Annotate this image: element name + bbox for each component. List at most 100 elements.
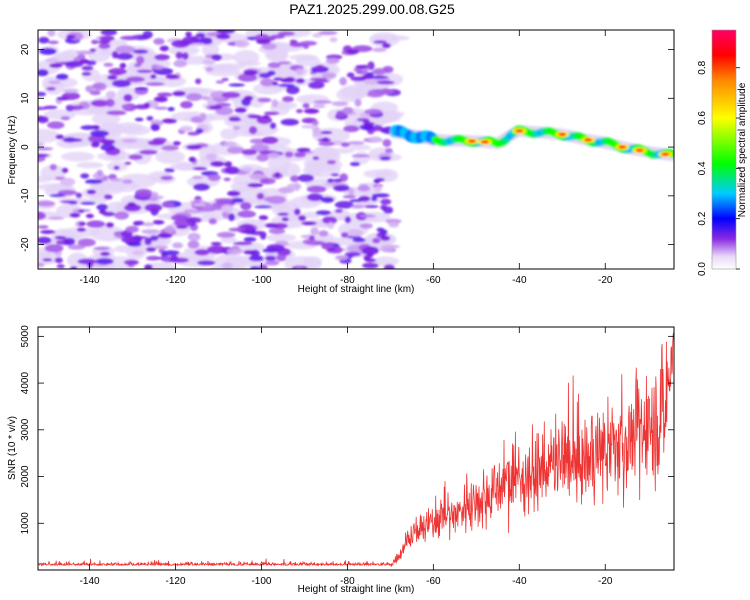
heatmap-cell — [63, 237, 76, 246]
heatmap-cell — [382, 139, 392, 147]
heatmap-cell — [284, 256, 322, 269]
heatmap-cell — [220, 128, 239, 140]
heatmap-cell — [376, 80, 395, 85]
chart-title: PAZ1.2025.299.00.08.G25 — [289, 1, 455, 17]
colorbar-tick-label: 0.8 — [697, 60, 708, 74]
heatmap-cell — [260, 78, 275, 87]
heatmap-cell — [91, 112, 121, 126]
heatmap-cell — [115, 52, 134, 60]
heatmap-cell — [361, 246, 379, 255]
heatmap-cell — [172, 242, 184, 249]
heatmap-cell — [224, 166, 240, 175]
heatmap-cell — [351, 204, 365, 209]
heatmap-cell — [327, 247, 336, 252]
heatmap-cell — [312, 104, 326, 109]
heatmap-cell — [334, 209, 343, 213]
heatmap-cell — [284, 151, 294, 158]
heatmap-cell — [106, 110, 127, 116]
heatmap-cell — [60, 177, 76, 186]
heatmap-cell — [268, 152, 280, 159]
heatmap-cell — [145, 247, 156, 252]
heatmap-cell — [94, 178, 128, 195]
heatmap-cell — [243, 237, 257, 242]
heatmap-cell — [172, 141, 181, 146]
heatmap-cell — [67, 244, 86, 250]
heatmap-cell — [250, 143, 270, 152]
heatmap-cell — [635, 148, 644, 152]
heatmap-cell — [295, 266, 304, 269]
heatmap-cell — [95, 258, 114, 265]
heatmap-cell — [60, 200, 78, 204]
heatmap-cell — [169, 257, 189, 263]
heatmap-cell — [318, 141, 335, 147]
heatmap-cell — [131, 250, 144, 256]
heatmap-cell — [298, 215, 307, 222]
heatmap-cell — [46, 86, 56, 91]
heatmap-cell — [175, 51, 184, 60]
heatmap-cell — [154, 245, 169, 250]
heatmap-cell — [558, 132, 567, 136]
colorbar-tick-label: 0.2 — [697, 211, 708, 225]
heatmap-cell — [90, 99, 110, 107]
heatmap-cell — [60, 116, 71, 121]
heatmap-cell — [302, 43, 309, 49]
heatmap-cell — [47, 30, 56, 37]
heatmap-cell — [256, 192, 265, 200]
heatmap-cell — [135, 220, 145, 226]
heatmap-cell — [119, 35, 140, 41]
heatmap-cell — [179, 125, 193, 132]
heatmap-cell — [227, 190, 241, 197]
heatmap-cell — [371, 193, 390, 198]
heatmap-cell — [60, 151, 95, 162]
heatmap-cell — [91, 39, 99, 45]
heatmap-cell — [302, 102, 310, 109]
heatmap-cell — [312, 126, 321, 135]
heatmap-cell — [372, 68, 387, 76]
heatmap-cell — [368, 136, 382, 142]
heatmap-cell — [195, 32, 206, 38]
heatmap-cell — [69, 212, 81, 218]
snr-ytick-label: 5000 — [20, 325, 31, 348]
heatmap-cell — [206, 153, 217, 161]
heatmap-cell — [172, 90, 186, 97]
snr-xtick-label: -140 — [80, 576, 100, 587]
heatmap-cell — [310, 227, 319, 235]
heatmap-cell — [38, 236, 52, 245]
snr-ytick-label: 2000 — [20, 465, 31, 488]
heatmap-cell — [78, 209, 85, 213]
heatmap-cell — [153, 38, 165, 45]
heatmap-cell — [272, 81, 279, 86]
heatmap-cell — [187, 240, 200, 249]
heatmap-cell — [315, 210, 332, 216]
heatmap-cell — [153, 96, 168, 103]
heatmap-cell — [93, 246, 111, 251]
heatmap-cell — [371, 47, 387, 52]
heatmap-cell — [214, 198, 235, 202]
snr-ytick-label: 4000 — [20, 372, 31, 395]
heatmap-cell — [139, 149, 158, 155]
heatmap-cell — [258, 72, 272, 79]
heatmap-cell — [181, 52, 189, 60]
heatmap-cell — [161, 202, 176, 208]
snr-ytick-label: 3000 — [20, 418, 31, 441]
heatmap-cell — [207, 174, 221, 182]
heatmap-cell — [182, 87, 215, 94]
heatmap-cell — [49, 63, 63, 68]
heatmap-cell — [171, 39, 190, 48]
heatmap-cell — [38, 142, 45, 147]
heatmap-cell — [359, 223, 373, 229]
heatmap-cell — [315, 64, 325, 71]
heatmap-cell — [77, 258, 97, 265]
heatmap-cell — [38, 91, 47, 97]
heatmap-cell — [216, 30, 236, 34]
heatmap-cell — [107, 75, 118, 80]
heatmap-cell — [254, 205, 272, 209]
heatmap-cell — [86, 189, 97, 195]
heatmap-cell — [264, 260, 280, 266]
heatmap-cell — [352, 237, 366, 243]
heatmap-cell — [362, 262, 379, 269]
heatmap-cell — [339, 173, 349, 182]
heatmap-cell — [38, 225, 49, 229]
heatmap-cell — [54, 235, 67, 240]
heatmap-cell — [312, 132, 323, 138]
